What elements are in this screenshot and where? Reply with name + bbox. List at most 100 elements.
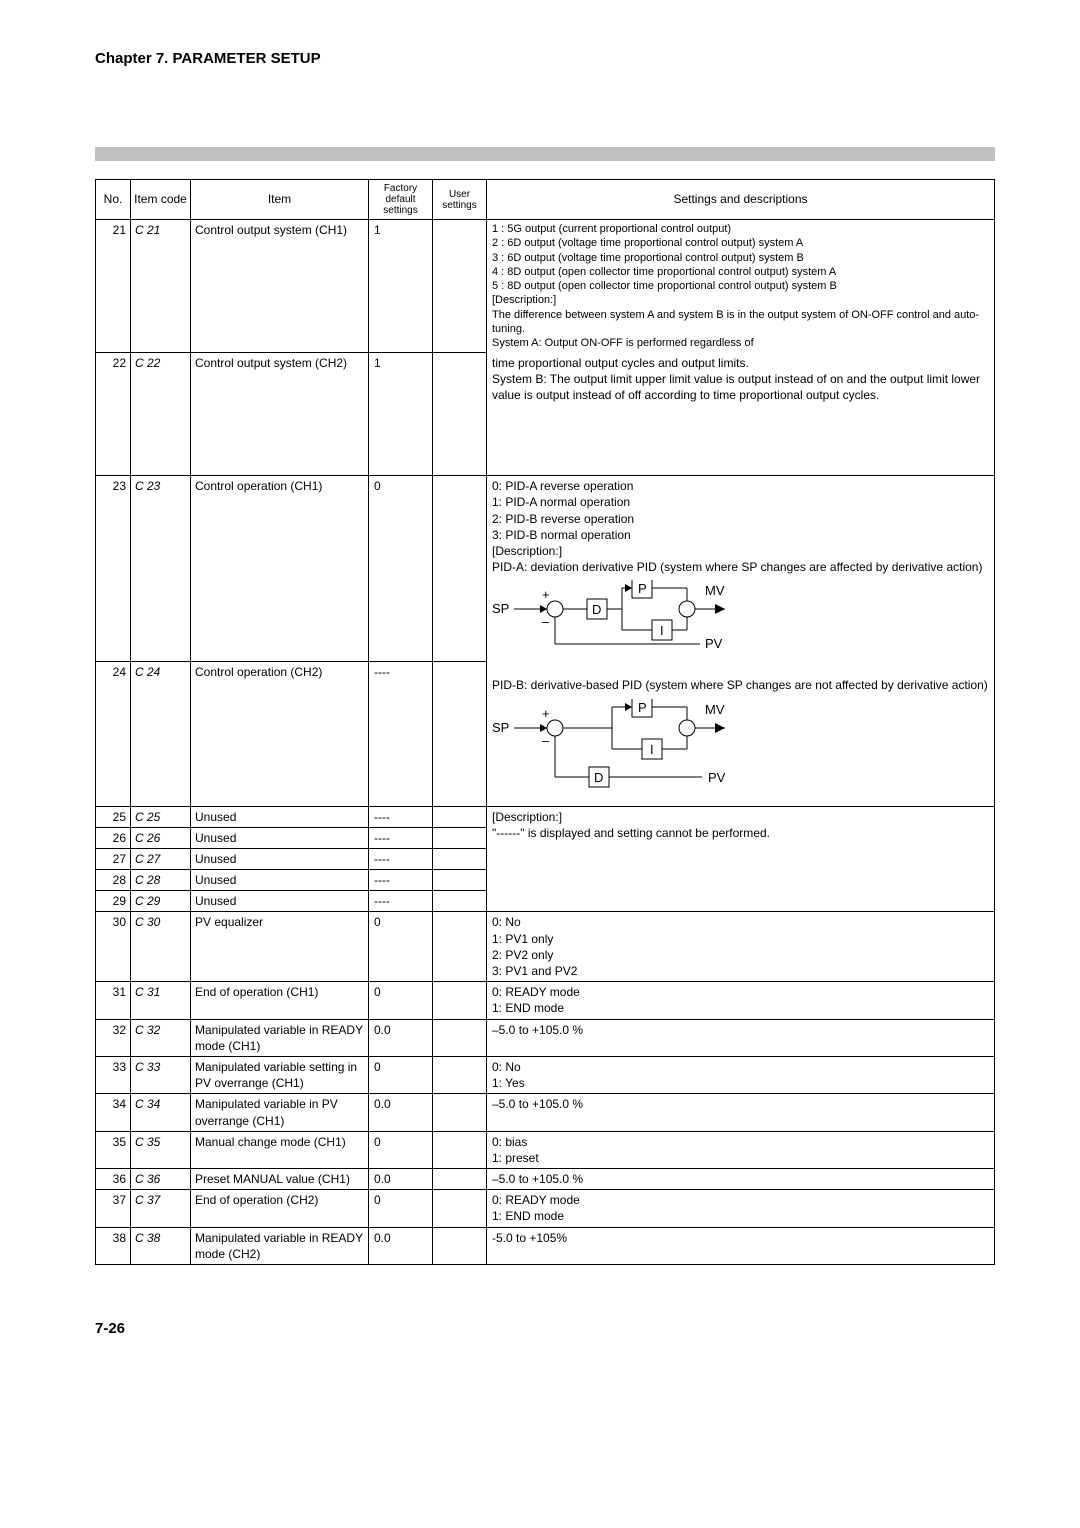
cell-desc: -5.0 to +105% [487,1227,995,1264]
cell-factory: 0 [369,1056,433,1093]
cell-user [433,353,487,476]
table-row: 24C 24Control operation (CH2)---- PID-B: … [96,661,995,806]
cell-desc: –5.0 to +105.0 % [487,1094,995,1131]
cell-user [433,476,487,662]
cell-no: 36 [96,1169,131,1190]
svg-text:MV: MV [705,702,725,717]
cell-user [433,827,487,848]
table-header-row: No. Item code Item Factory default setti… [96,180,995,220]
table-row: 35C 35Manual change mode (CH1)0 0: bias1:… [96,1131,995,1168]
svg-text:D: D [594,770,603,785]
cell-item: Unused [191,827,369,848]
cell-factory: ---- [369,870,433,891]
cell-desc: –5.0 to +105.0 % [487,1019,995,1056]
table-row: 38C 38Manipulated variable in READY mode… [96,1227,995,1264]
cell-factory: ---- [369,848,433,869]
cell-user [433,1190,487,1227]
table-row: 37C 37End of operation (CH2)00: READY mo… [96,1190,995,1227]
table-row: 25C 25Unused----[Description:]"------" i… [96,806,995,827]
cell-desc: –5.0 to +105.0 % [487,1169,995,1190]
cell-item: Control output system (CH1) [191,220,369,353]
cell-desc: 0: READY mode1: END mode [487,982,995,1019]
cell-item: Preset MANUAL value (CH1) [191,1169,369,1190]
cell-code: C 27 [131,848,191,869]
cell-factory: ---- [369,661,433,806]
cell-user [433,806,487,827]
cell-no: 31 [96,982,131,1019]
cell-code: C 21 [131,220,191,353]
cell-code: C 24 [131,661,191,806]
cell-factory: 1 [369,220,433,353]
cell-desc: 0: bias1: preset [487,1131,995,1168]
cell-user [433,982,487,1019]
col-factory: Factory default settings [369,180,433,220]
cell-code: C 37 [131,1190,191,1227]
cell-desc: 0: PID-A reverse operation1: PID-A norma… [487,476,995,662]
svg-text:SP: SP [492,720,509,735]
cell-code: C 26 [131,827,191,848]
table-row: 33C 33Manipulated variable setting in PV… [96,1056,995,1093]
pid-b-diagram: SP + – P I MV D PV [492,699,988,799]
cell-no: 22 [96,353,131,476]
table-row: 36C 36Preset MANUAL value (CH1)0.0–5.0 t… [96,1169,995,1190]
cell-no: 21 [96,220,131,353]
cell-item: Manipulated variable in READY mode (CH1) [191,1019,369,1056]
cell-user [433,661,487,806]
cell-no: 38 [96,1227,131,1264]
cell-item: Control output system (CH2) [191,353,369,476]
svg-text:D: D [592,602,601,617]
cell-no: 30 [96,912,131,982]
cell-no: 23 [96,476,131,662]
cell-factory: 0 [369,912,433,982]
cell-item: Manual change mode (CH1) [191,1131,369,1168]
pid-a-diagram: SP + – D P I MV PV [492,580,988,654]
col-item: Item [191,180,369,220]
cell-item: Control operation (CH1) [191,476,369,662]
cell-item: Manipulated variable in READY mode (CH2) [191,1227,369,1264]
cell-factory: 0.0 [369,1227,433,1264]
svg-text:PV: PV [705,636,723,651]
cell-factory: 0.0 [369,1019,433,1056]
cell-item: Manipulated variable setting in PV overr… [191,1056,369,1093]
cell-code: C 35 [131,1131,191,1168]
cell-no: 24 [96,661,131,806]
cell-factory: ---- [369,806,433,827]
cell-no: 37 [96,1190,131,1227]
cell-item: Unused [191,891,369,912]
cell-user [433,1227,487,1264]
parameter-table: No. Item code Item Factory default setti… [95,179,995,1265]
cell-factory: ---- [369,827,433,848]
cell-code: C 30 [131,912,191,982]
cell-factory: 0 [369,476,433,662]
cell-user [433,870,487,891]
cell-item: Control operation (CH2) [191,661,369,806]
cell-code: C 38 [131,1227,191,1264]
svg-text:–: – [542,614,550,629]
cell-no: 33 [96,1056,131,1093]
svg-text:I: I [660,623,664,638]
col-user: User settings [433,180,487,220]
cell-code: C 23 [131,476,191,662]
cell-code: C 25 [131,806,191,827]
cell-desc: time proportional output cycles and outp… [487,353,995,476]
cell-factory: 0.0 [369,1094,433,1131]
cell-no: 34 [96,1094,131,1131]
cell-no: 26 [96,827,131,848]
table-row: 22C 22Control output system (CH2)1time p… [96,353,995,476]
cell-code: C 34 [131,1094,191,1131]
cell-no: 27 [96,848,131,869]
cell-user [433,848,487,869]
cell-factory: 0 [369,1131,433,1168]
col-no: No. [96,180,131,220]
svg-text:P: P [638,700,647,715]
cell-user [433,912,487,982]
cell-code: C 36 [131,1169,191,1190]
col-code: Item code [131,180,191,220]
cell-no: 35 [96,1131,131,1168]
cell-user [433,1019,487,1056]
cell-desc: PID-B: derivative-based PID (system wher… [487,661,995,806]
table-row: 31C 31End of operation (CH1)00: READY mo… [96,982,995,1019]
cell-no: 29 [96,891,131,912]
cell-item: PV equalizer [191,912,369,982]
chapter-title: Chapter 7. PARAMETER SETUP [95,50,995,67]
